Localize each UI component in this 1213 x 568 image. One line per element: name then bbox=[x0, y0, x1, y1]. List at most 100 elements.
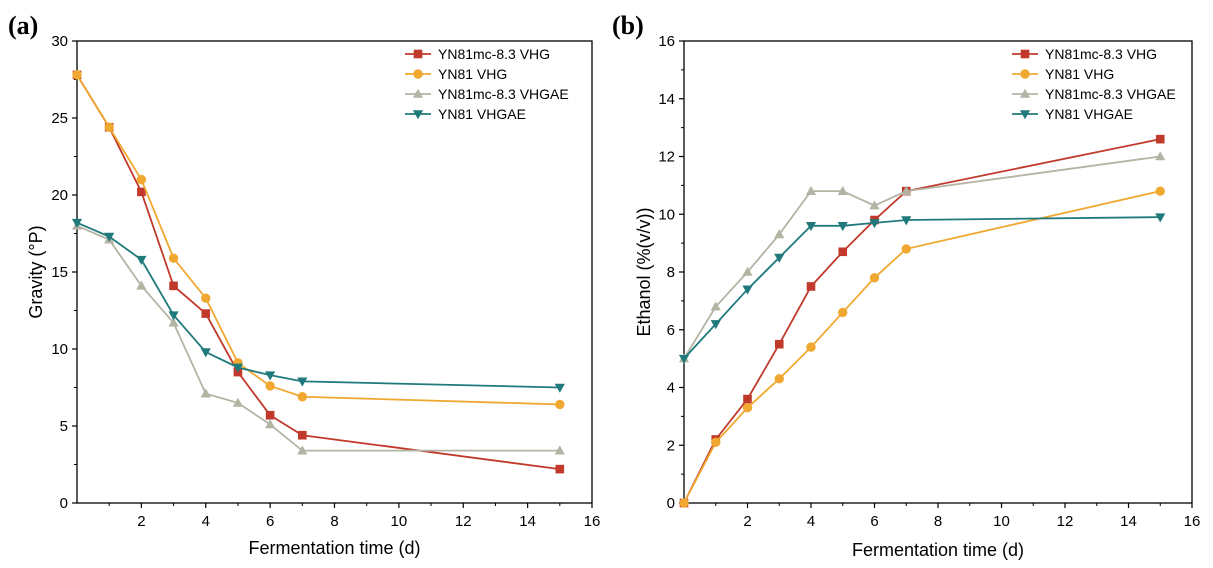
legend-label: YN81mc-8.3 VHG bbox=[438, 46, 550, 62]
data-point-yn81mc-8-3-vhgae bbox=[554, 445, 565, 455]
legend-marker bbox=[413, 69, 423, 79]
data-point-yn81mc-8-3-vhg bbox=[838, 247, 848, 257]
legend-marker bbox=[1019, 88, 1031, 98]
x-tick-label: 4 bbox=[807, 513, 815, 530]
panel-b-x-axis-title: Fermentation time (d) bbox=[852, 540, 1024, 560]
data-point-yn81mc-8-3-vhgae bbox=[136, 280, 147, 290]
legend-label: YN81mc-8.3 VHGAE bbox=[1045, 86, 1176, 102]
legend-marker bbox=[412, 110, 424, 120]
legend-label: YN81mc-8.3 VHG bbox=[1045, 46, 1157, 62]
x-tick-label: 2 bbox=[743, 513, 751, 530]
y-tick-label: 6 bbox=[667, 322, 675, 339]
series-line-yn81-vhgae bbox=[683, 216, 1161, 360]
data-point-yn81-vhgae bbox=[71, 218, 83, 229]
series-line-yn81mc-8-3-vhgae bbox=[76, 224, 560, 452]
data-point-yn81-vhgae bbox=[805, 222, 817, 232]
data-point-yn81-vhgae bbox=[297, 377, 308, 387]
y-tick-label: 0 bbox=[667, 495, 675, 512]
data-point-yn81-vhg bbox=[72, 70, 82, 80]
data-point-yn81-vhgae bbox=[837, 222, 848, 232]
data-point-yn81mc-8-3-vhgae bbox=[232, 397, 244, 407]
data-point-yn81mc-8-3-vhg bbox=[774, 339, 784, 349]
x-tick-label: 6 bbox=[266, 513, 274, 530]
y-tick-label: 0 bbox=[60, 495, 68, 512]
data-point-yn81-vhg bbox=[104, 122, 114, 132]
data-point-yn81-vhgae bbox=[869, 219, 880, 229]
data-point-yn81mc-8-3-vhgae bbox=[869, 200, 880, 210]
data-point-yn81mc-8-3-vhg bbox=[201, 309, 211, 318]
data-point-yn81-vhgae bbox=[678, 354, 690, 364]
series-line-yn81-vhg bbox=[683, 190, 1161, 504]
y-tick-label: 8 bbox=[667, 264, 675, 281]
data-point-yn81mc-8-3-vhgae bbox=[265, 419, 276, 429]
data-point-yn81-vhg bbox=[1155, 186, 1165, 196]
panel-a-x-axis-title: Fermentation time (d) bbox=[248, 538, 420, 558]
data-point-yn81-vhg bbox=[679, 498, 689, 508]
legend-marker bbox=[412, 88, 424, 98]
legend-label: YN81 VHG bbox=[438, 66, 507, 82]
x-tick-label: 4 bbox=[202, 513, 210, 530]
x-tick-label: 6 bbox=[870, 513, 878, 530]
legend-marker bbox=[1020, 49, 1030, 59]
data-point-yn81mc-8-3-vhg bbox=[1155, 134, 1165, 144]
y-tick-label: 12 bbox=[658, 149, 675, 166]
panel-b-label: (b) bbox=[612, 11, 644, 40]
data-point-yn81mc-8-3-vhg bbox=[298, 430, 307, 440]
data-point-yn81-vhg bbox=[168, 253, 179, 263]
data-point-yn81-vhg bbox=[555, 399, 565, 410]
data-point-yn81-vhgae bbox=[554, 383, 565, 393]
x-tick-label: 2 bbox=[137, 513, 145, 530]
series-line-yn81-vhg bbox=[76, 74, 560, 406]
panel-b-y-axis-title: Ethanol (%(v/v)) bbox=[634, 207, 654, 336]
y-tick-label: 4 bbox=[667, 380, 675, 397]
data-point-yn81mc-8-3-vhgae bbox=[837, 185, 848, 195]
y-tick-label: 14 bbox=[658, 91, 675, 108]
y-tick-label: 10 bbox=[51, 341, 68, 358]
data-point-yn81mc-8-3-vhgae bbox=[805, 185, 817, 195]
data-point-yn81-vhg bbox=[742, 403, 753, 413]
data-point-yn81-vhg bbox=[297, 392, 308, 402]
data-point-yn81-vhgae bbox=[710, 320, 721, 330]
legend-label: YN81 VHGAE bbox=[1045, 106, 1133, 122]
data-point-yn81-vhg bbox=[711, 437, 721, 448]
data-point-yn81-vhg bbox=[869, 273, 880, 283]
data-point-yn81-vhg bbox=[901, 244, 911, 254]
data-point-yn81mc-8-3-vhgae bbox=[710, 301, 721, 311]
data-point-yn81-vhgae bbox=[232, 363, 244, 373]
data-point-yn81mc-8-3-vhgae bbox=[742, 266, 753, 276]
data-point-yn81-vhgae bbox=[136, 255, 147, 265]
data-point-yn81-vhgae bbox=[901, 216, 912, 226]
data-point-yn81-vhg bbox=[806, 342, 816, 352]
panel-a-y-axis-title: Gravity (°P) bbox=[26, 225, 46, 318]
data-point-yn81mc-8-3-vhgae bbox=[774, 229, 785, 239]
data-point-yn81-vhg bbox=[201, 293, 211, 303]
y-tick-label: 16 bbox=[658, 33, 675, 50]
y-tick-label: 15 bbox=[51, 264, 68, 281]
legend-marker bbox=[1019, 110, 1031, 120]
y-tick-label: 25 bbox=[51, 110, 68, 127]
y-tick-label: 20 bbox=[51, 187, 68, 204]
legend-label: YN81mc-8.3 VHGAE bbox=[438, 86, 569, 102]
y-tick-label: 2 bbox=[667, 437, 675, 454]
data-point-yn81mc-8-3-vhg bbox=[806, 282, 816, 291]
panel-a-label: (a) bbox=[8, 11, 38, 40]
data-point-yn81-vhgae bbox=[774, 253, 785, 263]
x-tick-label: 14 bbox=[1120, 513, 1137, 530]
data-point-yn81-vhgae bbox=[265, 371, 276, 381]
x-tick-label: 12 bbox=[1057, 513, 1074, 530]
data-point-yn81mc-8-3-vhg bbox=[169, 281, 178, 291]
data-point-yn81-vhg bbox=[136, 174, 147, 185]
data-point-yn81-vhg bbox=[774, 374, 784, 384]
data-point-yn81-vhg bbox=[838, 307, 848, 318]
series-line-yn81mc-8-3-vhgae bbox=[683, 155, 1161, 360]
data-point-yn81mc-8-3-vhgae bbox=[200, 388, 211, 398]
x-tick-label: 12 bbox=[455, 513, 472, 530]
data-point-yn81-vhgae bbox=[104, 232, 115, 242]
panel-b-chart: (b) Fermentation time (d) Ethanol (%(v/v… bbox=[612, 11, 1200, 560]
y-tick-label: 10 bbox=[658, 206, 675, 223]
x-tick-label: 8 bbox=[330, 513, 338, 530]
data-point-yn81mc-8-3-vhg bbox=[743, 394, 752, 404]
data-point-yn81-vhgae bbox=[168, 311, 179, 321]
data-point-yn81mc-8-3-vhg bbox=[137, 187, 146, 197]
